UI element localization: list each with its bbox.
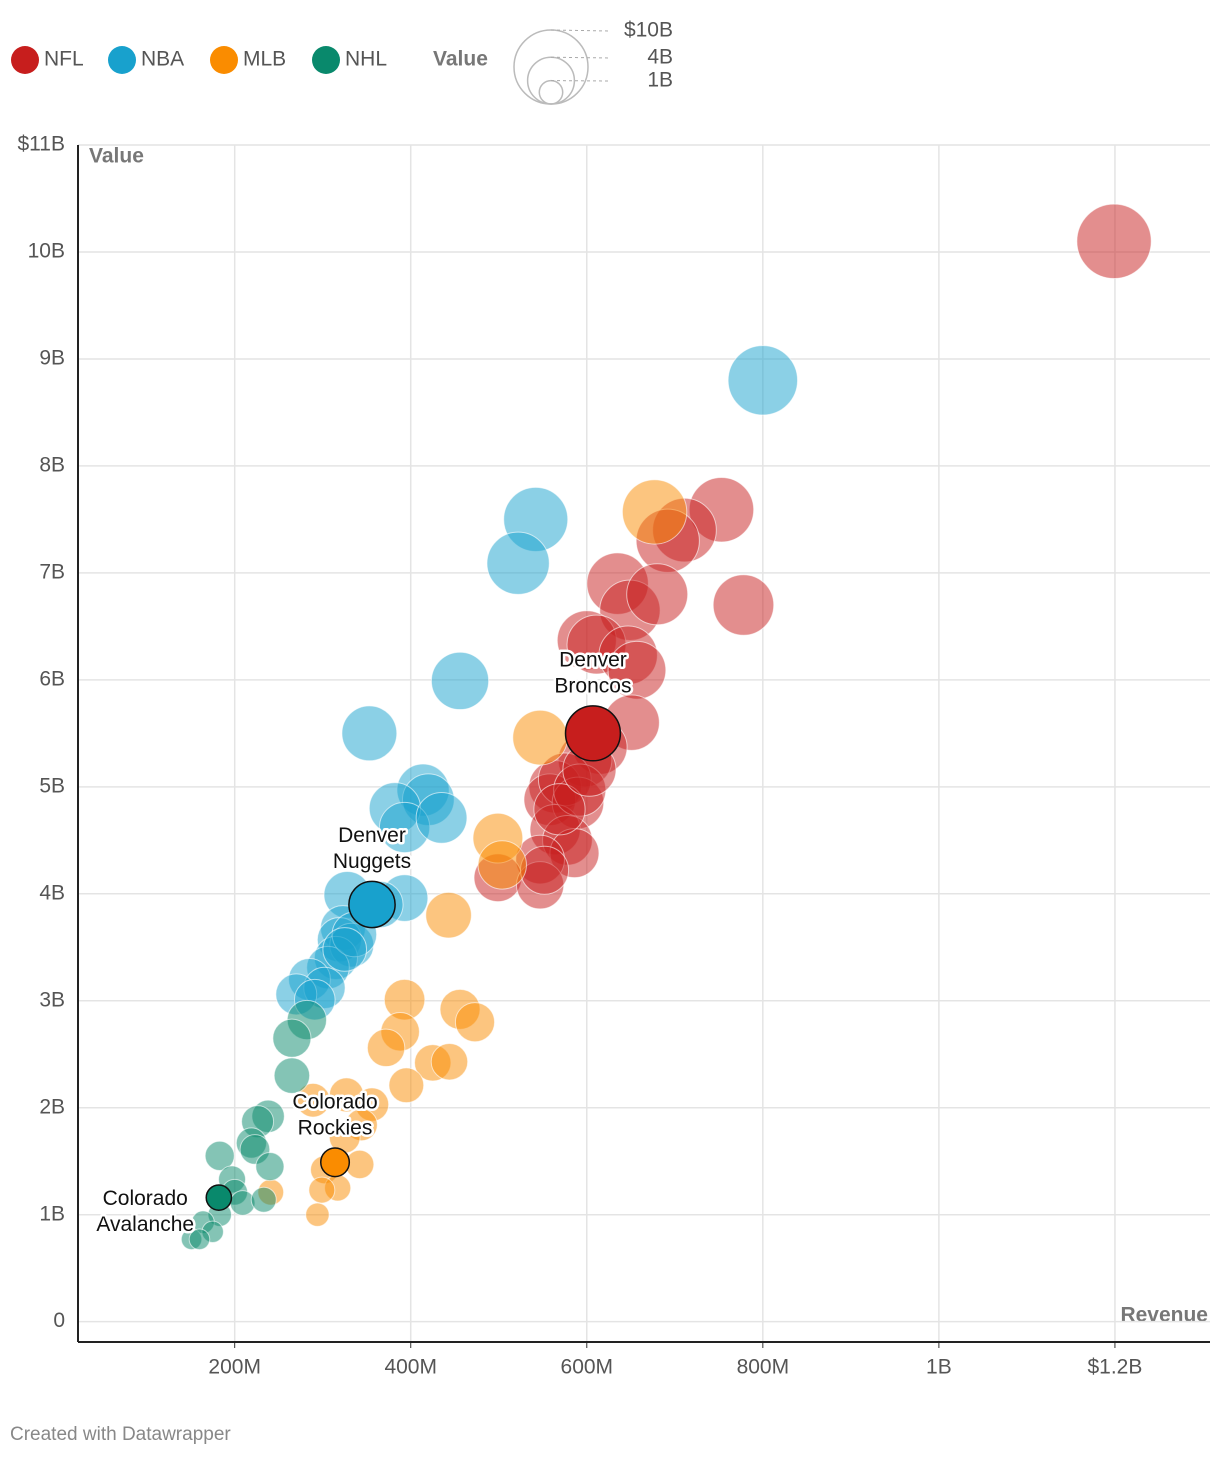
bubble <box>425 891 472 939</box>
footer: Created with Datawrapper <box>10 1424 231 1445</box>
size-legend-label: $10B <box>624 19 673 42</box>
bubble <box>255 1151 285 1182</box>
size-legend-title: Value <box>433 48 488 71</box>
x-tick-label: 200M <box>208 1356 261 1379</box>
legend-label: MLB <box>243 48 286 71</box>
size-legend-circle <box>538 79 564 105</box>
bubble <box>621 479 688 545</box>
y-tick-label: 7B <box>39 560 65 583</box>
bubble <box>519 845 570 895</box>
highlight-label: Avalanche <box>96 1213 194 1236</box>
bubble <box>727 345 799 416</box>
legend-label: NHL <box>345 48 387 71</box>
legend-label: NFL <box>44 48 84 71</box>
bubble <box>486 531 550 595</box>
y-tick-label: 4B <box>39 881 65 904</box>
bubble <box>308 1176 336 1204</box>
bubble <box>1076 203 1152 279</box>
y-tick-label: 10B <box>28 240 65 263</box>
y-tick-label: 8B <box>39 453 65 476</box>
y-tick-label: 1B <box>39 1202 65 1225</box>
highlight-bubble <box>205 1184 233 1211</box>
legend-swatch <box>210 46 238 74</box>
highlight-label: Denver <box>338 824 406 847</box>
bubble <box>626 563 689 626</box>
bubble <box>273 1057 311 1094</box>
bubble <box>322 927 368 972</box>
bubble <box>305 1202 330 1227</box>
size-legend-circle <box>513 29 589 105</box>
highlight-bubble <box>564 705 622 762</box>
bubble <box>477 840 527 890</box>
bubble <box>454 1002 496 1043</box>
y-tick-label: $11B <box>18 133 66 156</box>
x-tick-label: 800M <box>737 1356 790 1379</box>
y-tick-label: 3B <box>39 988 65 1011</box>
legend-label: NBA <box>141 48 184 71</box>
size-legend-leader <box>550 56 611 59</box>
y-tick-label: 2B <box>39 1095 65 1118</box>
x-tick-label: 1B <box>926 1356 952 1379</box>
bubble <box>533 783 586 836</box>
x-tick-label: 600M <box>561 1356 614 1379</box>
x-tick-label: $1.2B <box>1087 1356 1142 1379</box>
highlight-label: Colorado <box>292 1091 377 1114</box>
bubble <box>712 574 775 636</box>
bubble <box>204 1140 235 1171</box>
size-legend-label: 1B <box>647 69 673 92</box>
y-tick-label: 9B <box>39 346 65 369</box>
legend-swatch <box>11 46 39 74</box>
y-axis-label: Value <box>89 145 144 168</box>
highlight-bubble <box>320 1147 351 1178</box>
highlight-label: Denver <box>559 648 627 671</box>
x-tick-label: 400M <box>384 1356 437 1379</box>
bubble <box>366 1028 406 1068</box>
bubble <box>430 1042 469 1081</box>
highlight-label: Nuggets <box>333 850 411 873</box>
size-legend-leader <box>550 29 611 32</box>
x-axis-label: Revenue <box>1120 1304 1208 1327</box>
legend-swatch <box>312 46 340 74</box>
highlight-label: Colorado <box>103 1187 188 1210</box>
highlight-bubble <box>348 880 396 929</box>
y-tick-label: 0 <box>53 1309 65 1332</box>
bubble <box>250 1186 277 1213</box>
size-legend-label: 4B <box>647 46 673 69</box>
bubble <box>415 791 468 844</box>
y-tick-label: 6B <box>39 667 65 690</box>
legend-swatch <box>108 46 136 74</box>
bubble <box>188 1228 211 1251</box>
y-tick-label: 5B <box>39 774 65 797</box>
bubble <box>272 1018 312 1058</box>
bubble <box>430 651 490 711</box>
highlight-label: Broncos <box>554 674 631 697</box>
bubble <box>341 705 398 762</box>
highlight-label: Rockies <box>298 1117 373 1140</box>
bubble <box>295 1082 331 1118</box>
bubble <box>512 709 568 766</box>
bubble <box>388 1067 425 1104</box>
